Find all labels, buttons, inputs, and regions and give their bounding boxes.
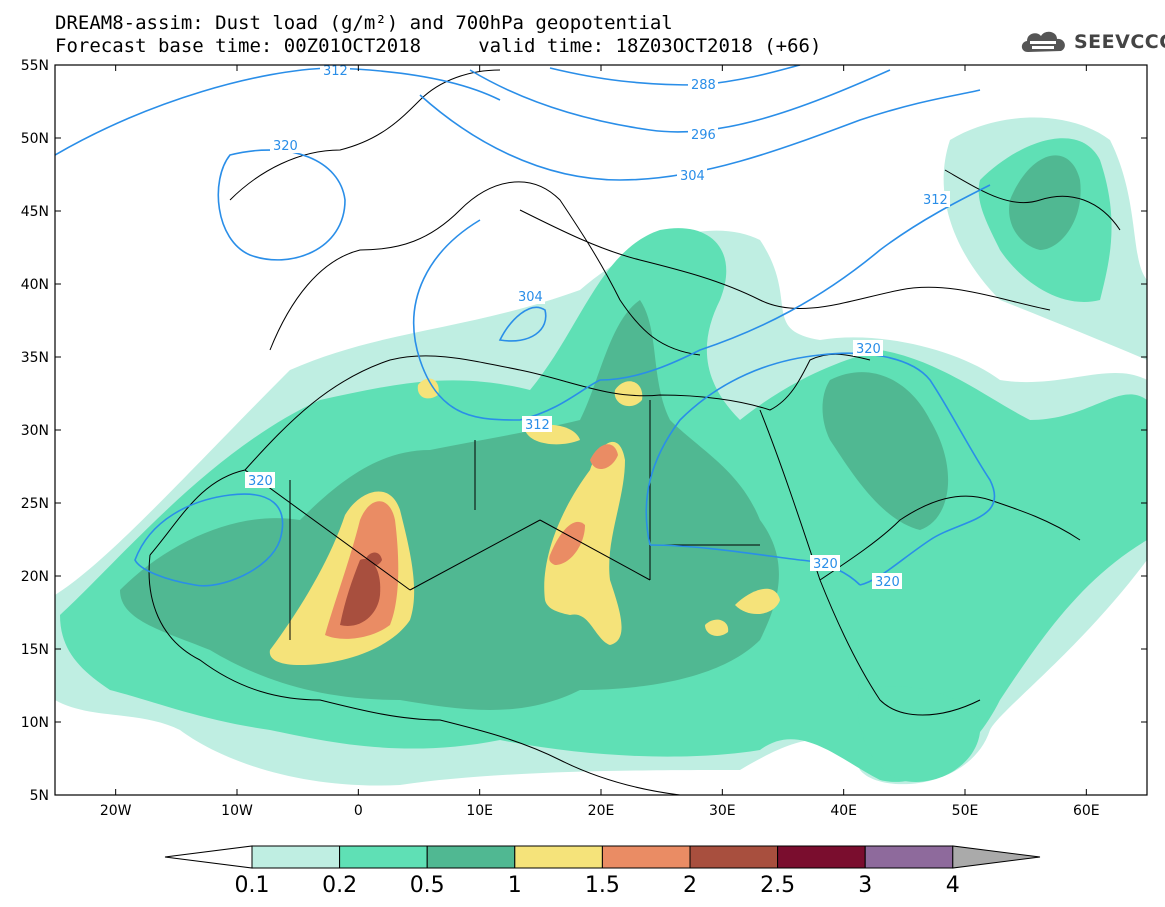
lat-axis: 55N 50N 45N 40N 35N 30N 25N 20N 15N 10N 5N xyxy=(21,58,49,804)
lon-tick-label: 0 xyxy=(354,803,363,819)
contour-label: 296 xyxy=(691,128,716,143)
lon-tick-label: 20W xyxy=(100,803,132,819)
lat-tick-label: 45N xyxy=(21,204,49,220)
contour-label: 304 xyxy=(680,169,705,184)
colorbar-label: 2.5 xyxy=(760,873,795,898)
map-title: DREAM8-assim: Dust load (g/m²) and 700hP… xyxy=(55,12,673,34)
colorbar-label: 0.1 xyxy=(235,873,270,898)
colorbar-label: 0.2 xyxy=(322,873,357,898)
logo-text: SEEVCCC xyxy=(1074,31,1165,53)
coastlines xyxy=(148,69,1121,795)
contour-label: 304 xyxy=(518,290,543,305)
lon-tick-label: 10W xyxy=(221,803,253,819)
colorbar-label: 1.5 xyxy=(585,873,620,898)
colorbar-segment xyxy=(601,845,691,869)
dust-band-2 xyxy=(340,559,381,626)
colorbar-segment xyxy=(689,845,779,869)
dust-band-1e xyxy=(614,381,643,407)
colorbar: 0.1 0.2 0.5 1 1.5 2 2.5 3 4 xyxy=(164,845,1041,898)
lat-tick-label: 40N xyxy=(21,277,49,293)
contour-label: 312 xyxy=(525,418,550,433)
axis-ticks xyxy=(55,64,1147,796)
dust-band-0.5b xyxy=(822,372,949,530)
dust-band-1.5c xyxy=(590,444,618,470)
lon-tick-label: 20E xyxy=(588,803,615,819)
cloud-icon xyxy=(1021,31,1065,52)
colorbar-low-arrow xyxy=(164,845,253,869)
contour-label: 312 xyxy=(923,193,948,208)
lat-tick-label: 30N xyxy=(21,423,49,439)
colorbar-segment xyxy=(426,845,516,869)
colorbar-segment xyxy=(777,845,866,869)
lon-tick-label: 40E xyxy=(830,803,857,819)
lon-tick-label: 10E xyxy=(466,803,493,819)
contour-label: 320 xyxy=(248,474,273,489)
contour-label: 320 xyxy=(875,575,900,590)
colorbar-segment xyxy=(514,845,603,869)
contour-label: 320 xyxy=(273,139,298,154)
dust-field xyxy=(55,117,1147,786)
contour-label: 312 xyxy=(323,64,348,79)
colorbar-label: 3 xyxy=(858,873,872,898)
colorbar-segment xyxy=(251,845,341,869)
dust-band-1b xyxy=(544,441,625,645)
lat-tick-label: 10N xyxy=(21,715,49,731)
map-subtitle: Forecast base time: 00Z01OCT2018 valid t… xyxy=(55,35,822,57)
lat-tick-label: 15N xyxy=(21,642,49,658)
colorbar-label: 0.5 xyxy=(410,873,445,898)
colorbar-segment xyxy=(339,845,428,869)
contour-labels: 312 288 296 304 312 320 304 312 320 320 … xyxy=(245,62,950,590)
dust-band-1c xyxy=(735,588,780,615)
contour-label: 320 xyxy=(856,342,881,357)
lat-tick-label: 20N xyxy=(21,569,49,585)
dust-band-0.2c xyxy=(857,686,981,782)
lat-tick-label: 5N xyxy=(30,788,49,804)
colorbar-label: 1 xyxy=(508,873,522,898)
contour-label: 288 xyxy=(691,78,716,93)
lon-tick-label: 30E xyxy=(709,803,736,819)
dust-band-1d xyxy=(705,619,729,636)
dust-band-1g xyxy=(417,378,439,399)
dust-band-1.5b xyxy=(549,521,585,565)
lon-axis: 20W 10W 0 10E 20E 30E 40E 50E 60E xyxy=(100,803,1100,819)
lon-tick-label: 60E xyxy=(1073,803,1100,819)
dust-band-2b xyxy=(365,552,382,566)
lon-tick-label: 50E xyxy=(952,803,979,819)
colorbar-high-arrow xyxy=(952,845,1041,869)
lat-tick-label: 25N xyxy=(21,496,49,512)
lat-tick-label: 55N xyxy=(21,58,49,74)
colorbar-segment xyxy=(864,845,954,869)
colorbar-label: 4 xyxy=(946,873,960,898)
lat-tick-label: 50N xyxy=(21,131,49,147)
contour-label: 320 xyxy=(813,557,838,572)
logo: SEEVCCC xyxy=(1018,28,1165,56)
lat-tick-label: 35N xyxy=(21,350,49,366)
dust-band-0.5c xyxy=(1009,155,1081,250)
colorbar-label: 2 xyxy=(683,873,697,898)
